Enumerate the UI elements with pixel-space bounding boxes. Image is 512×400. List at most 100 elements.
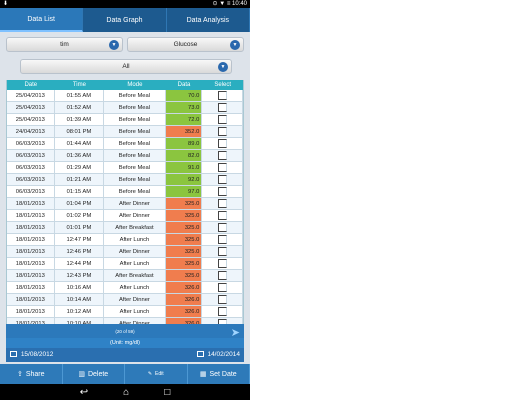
select-checkbox[interactable] bbox=[217, 223, 227, 232]
cell-mode: After Lunch bbox=[104, 234, 166, 245]
home-icon[interactable]: ⌂ bbox=[123, 386, 130, 398]
start-date-value: 15/08/2012 bbox=[20, 351, 54, 358]
download-icon: ⬇ bbox=[3, 1, 9, 7]
pager: (20 of 59) ➤ bbox=[6, 324, 244, 339]
table-header: Date Time Mode Data Select bbox=[7, 80, 243, 90]
tab-data-list[interactable]: Data List bbox=[0, 8, 84, 32]
edit-button[interactable]: ✎ Edit bbox=[125, 364, 188, 384]
table-row: 18/01/2013 12:46 PM After Dinner 325.0 bbox=[7, 246, 243, 258]
filter-row: tim ▼ Glucose ▼ bbox=[6, 37, 244, 52]
date-range: 15/08/2012 14/02/2014 bbox=[6, 348, 244, 362]
cell-mode: After Dinner bbox=[104, 198, 166, 209]
cell-date: 18/01/2013 bbox=[7, 306, 55, 317]
user-select[interactable]: tim ▼ bbox=[6, 37, 123, 52]
delete-label: Delete bbox=[87, 370, 109, 378]
select-checkbox[interactable] bbox=[217, 115, 227, 124]
cell-mode: After Breakfast bbox=[104, 222, 166, 233]
page-count: (20 of 59) bbox=[115, 329, 135, 334]
app-screen: ⬇ ⊙ ▼ ≡ 10:40 Data List Data Graph Data … bbox=[0, 0, 250, 400]
cell-data: 326.0 bbox=[165, 318, 203, 324]
cell-mode: After Dinner bbox=[104, 246, 166, 257]
cell-time: 01:01 PM bbox=[55, 222, 105, 233]
calendar-icon bbox=[10, 351, 17, 358]
mode-filter-row: All ▼ bbox=[20, 59, 232, 74]
column-select: Select bbox=[214, 82, 232, 88]
select-checkbox[interactable] bbox=[217, 151, 227, 160]
select-checkbox[interactable] bbox=[217, 319, 227, 324]
table-row: 18/01/2013 12:43 PM After Breakfast 325.0 bbox=[7, 270, 243, 282]
table-row: 06/03/2013 01:21 AM Before Meal 92.0 bbox=[7, 174, 243, 186]
select-checkbox[interactable] bbox=[217, 175, 227, 184]
cell-select bbox=[202, 114, 243, 125]
cell-mode: After Dinner bbox=[104, 318, 166, 324]
cell-select bbox=[202, 318, 243, 324]
trash-icon: ▥ bbox=[78, 371, 85, 378]
cell-data: 326.0 bbox=[165, 282, 203, 293]
mode-select[interactable]: All ▼ bbox=[20, 59, 232, 74]
cell-time: 01:36 AM bbox=[55, 150, 105, 161]
select-checkbox[interactable] bbox=[217, 283, 227, 292]
back-icon[interactable]: ↩ bbox=[79, 386, 89, 398]
next-page-arrow-icon[interactable]: ➤ bbox=[230, 327, 240, 339]
cell-select bbox=[202, 198, 243, 209]
select-checkbox[interactable] bbox=[217, 199, 227, 208]
cell-time: 12:47 PM bbox=[55, 234, 105, 245]
cell-data: 325.0 bbox=[165, 246, 203, 257]
delete-button[interactable]: ▥ Delete bbox=[63, 364, 125, 384]
select-checkbox[interactable] bbox=[217, 247, 227, 256]
select-checkbox[interactable] bbox=[217, 211, 227, 220]
cell-select bbox=[202, 222, 243, 233]
cell-date: 18/01/2013 bbox=[7, 318, 55, 324]
table-row: 06/03/2013 01:36 AM Before Meal 82.0 bbox=[7, 150, 243, 162]
share-button[interactable]: ⇪ Share bbox=[0, 364, 63, 384]
calendar-icon bbox=[196, 351, 204, 358]
cell-time: 01:02 PM bbox=[55, 210, 105, 221]
cell-select bbox=[202, 246, 243, 257]
cell-date: 18/01/2013 bbox=[7, 282, 55, 293]
select-checkbox[interactable] bbox=[217, 91, 227, 100]
cell-time: 12:43 PM bbox=[55, 270, 105, 281]
cell-mode: After Lunch bbox=[104, 282, 166, 293]
select-checkbox[interactable] bbox=[217, 307, 227, 316]
calendar-icon: ▦ bbox=[199, 371, 207, 378]
cell-select bbox=[202, 90, 243, 101]
select-checkbox[interactable] bbox=[217, 259, 227, 268]
select-checkbox[interactable] bbox=[217, 271, 227, 280]
select-checkbox[interactable] bbox=[217, 187, 227, 196]
data-table: Date Time Mode Data Select 25/04/2013 01:… bbox=[6, 80, 244, 324]
cell-time: 10:16 AM bbox=[55, 282, 105, 293]
select-checkbox[interactable] bbox=[217, 127, 227, 136]
column-data: Data bbox=[177, 82, 191, 88]
set-date-button[interactable]: ▦ Set Date bbox=[188, 364, 250, 384]
cell-time: 12:44 PM bbox=[55, 258, 105, 269]
cell-date: 18/01/2013 bbox=[7, 198, 55, 209]
recent-apps-icon[interactable]: □ bbox=[164, 386, 171, 398]
cell-mode: Before Meal bbox=[104, 138, 166, 149]
start-date[interactable]: 15/08/2012 bbox=[10, 351, 53, 358]
table-row: 18/01/2013 10:12 AM After Lunch 326.0 bbox=[7, 306, 243, 318]
select-checkbox[interactable] bbox=[217, 139, 227, 148]
tab-data-analysis[interactable]: Data Analysis bbox=[167, 8, 250, 32]
select-checkbox[interactable] bbox=[217, 103, 227, 112]
type-select[interactable]: Glucose ▼ bbox=[127, 37, 244, 52]
cell-time: 10:12 AM bbox=[55, 306, 105, 317]
cell-select bbox=[202, 258, 243, 269]
cell-mode: Before Meal bbox=[104, 186, 166, 197]
cell-date: 25/04/2013 bbox=[7, 102, 55, 113]
select-checkbox[interactable] bbox=[217, 295, 227, 304]
table-row: 06/03/2013 01:29 AM Before Meal 91.0 bbox=[7, 162, 243, 174]
cell-mode: After Dinner bbox=[104, 210, 166, 221]
select-checkbox[interactable] bbox=[217, 235, 227, 244]
table-row: 06/03/2013 01:44 AM Before Meal 89.0 bbox=[7, 138, 243, 150]
tab-data-graph[interactable]: Data Graph bbox=[83, 8, 167, 32]
select-checkbox[interactable] bbox=[217, 163, 227, 172]
cell-date: 06/03/2013 bbox=[7, 138, 55, 149]
table-row: 18/01/2013 10:10 AM After Dinner 326.0 bbox=[7, 318, 243, 324]
cell-mode: Before Meal bbox=[104, 150, 166, 161]
end-date[interactable]: 14/02/2014 bbox=[196, 351, 240, 358]
cell-date: 18/01/2013 bbox=[7, 294, 55, 305]
cell-data: 352.0 bbox=[165, 126, 203, 137]
cell-select bbox=[202, 294, 243, 305]
cell-data: 325.0 bbox=[165, 258, 203, 269]
cell-time: 12:46 PM bbox=[55, 246, 105, 257]
